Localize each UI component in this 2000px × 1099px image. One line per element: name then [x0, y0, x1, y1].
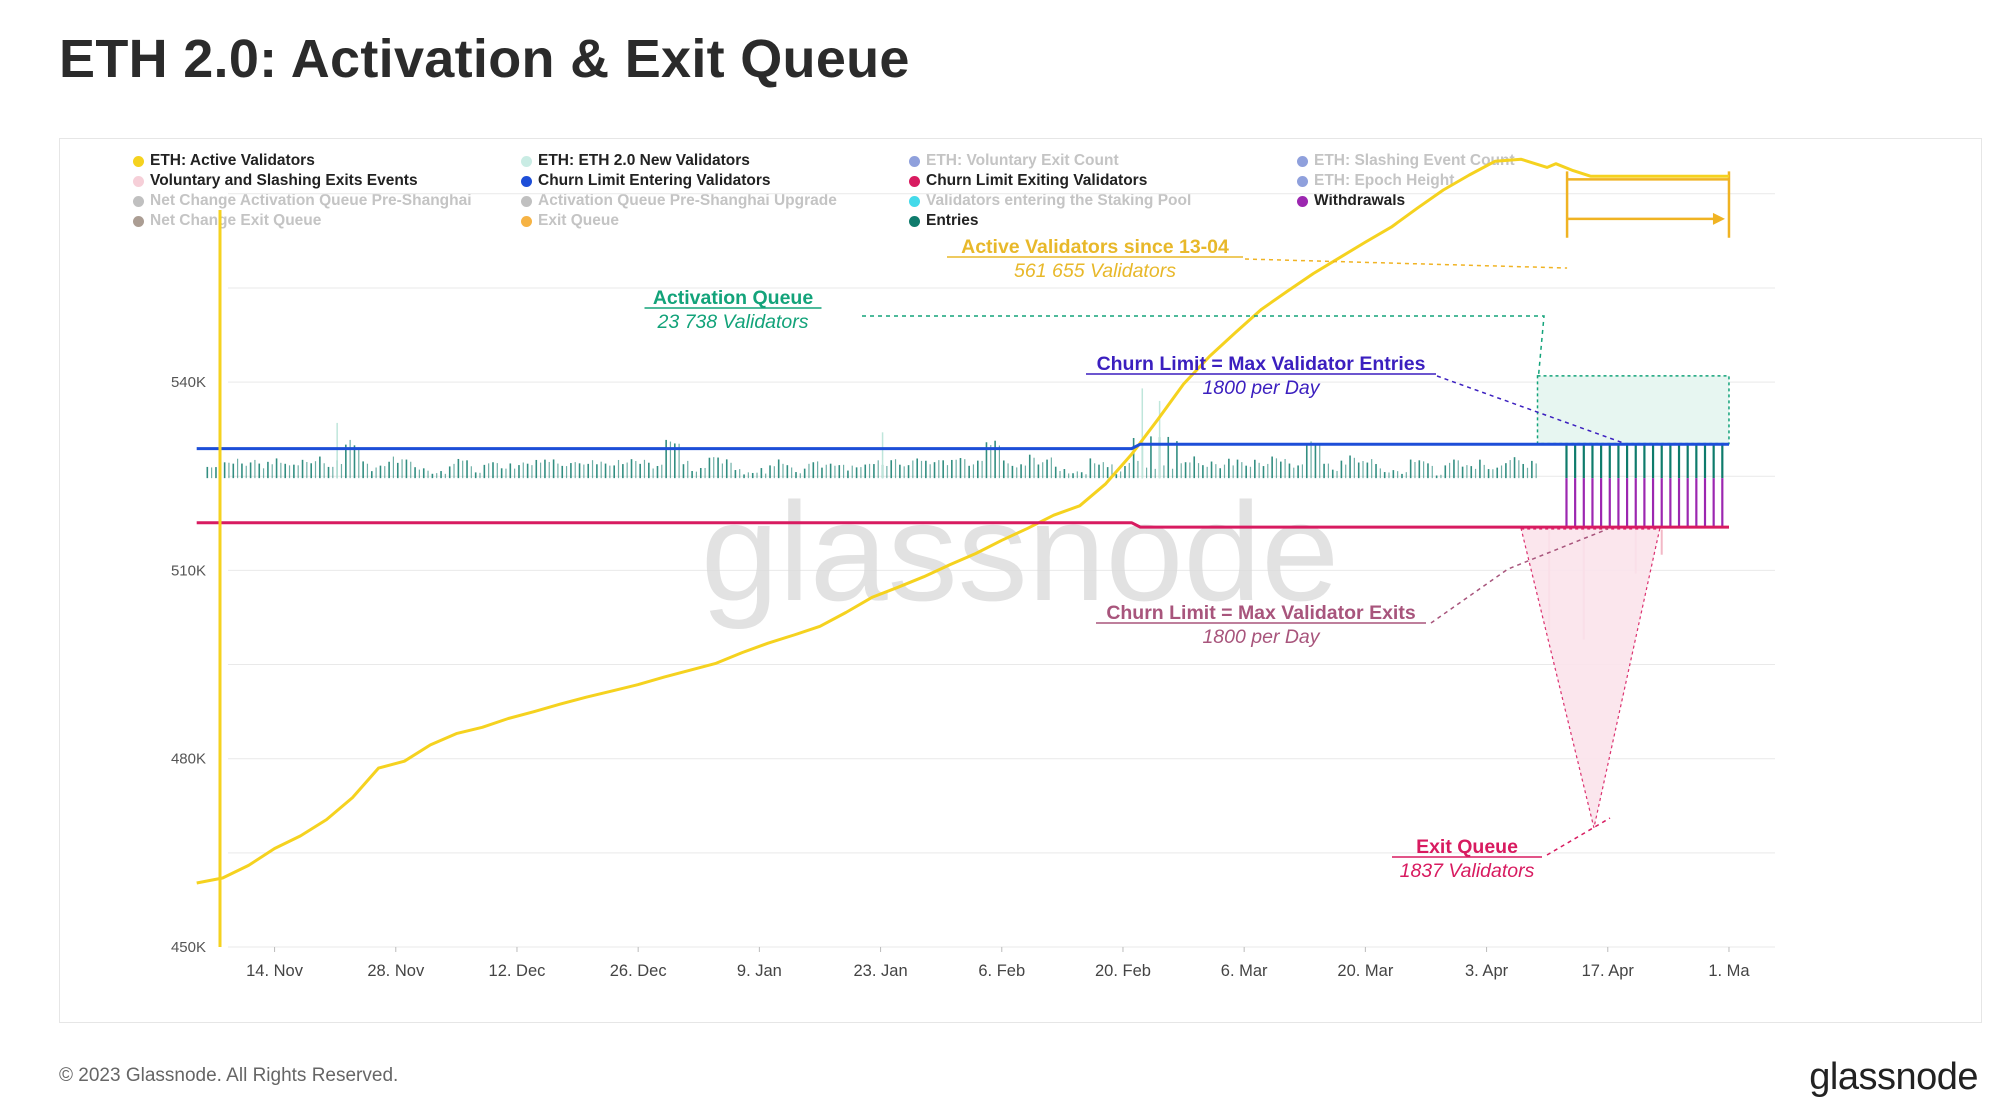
legend-item[interactable]: ETH: Voluntary Exit Count — [909, 152, 1119, 170]
annotation-shapes — [1520, 171, 1731, 828]
legend-label: Voluntary and Slashing Exits Events — [150, 172, 418, 189]
entries-bars — [206, 388, 1724, 479]
legend-swatch-icon — [521, 175, 532, 187]
legend-label: Churn Limit Entering Validators — [538, 172, 771, 189]
chart-legend: ETH: Active Validators ETH: ETH 2.0 New V… — [133, 152, 1553, 242]
legend-swatch-icon — [1297, 195, 1308, 207]
legend-swatch-icon — [909, 195, 920, 207]
legend-swatch-icon — [133, 195, 144, 207]
y-tick-label: 450K — [171, 939, 206, 956]
arrow-right-icon — [1712, 212, 1725, 225]
legend-swatch-icon — [521, 215, 532, 227]
activation-queue-box — [1536, 375, 1730, 445]
legend-swatch-icon — [521, 155, 532, 167]
legend-label: Exit Queue — [538, 212, 619, 229]
legend-label: ETH: Epoch Height — [1314, 172, 1455, 189]
churn-exits-label-subtitle: 1800 per Day — [1202, 626, 1320, 648]
leader-churn-entries — [1436, 375, 1626, 445]
legend-swatch-icon — [1297, 155, 1308, 167]
x-tick-label: 23. Jan — [854, 962, 908, 980]
leader-activation-queue — [862, 315, 1545, 376]
x-tick-label: 9. Jan — [737, 962, 782, 980]
series-line — [196, 521, 1729, 529]
leader-active-validators — [1244, 258, 1568, 269]
legend-item[interactable]: Churn Limit Exiting Validators — [909, 172, 1147, 190]
series-line — [196, 442, 1729, 451]
churn-exits-label-title: Churn Limit = Max Validator Exits — [1106, 602, 1416, 624]
legend-item[interactable]: Churn Limit Entering Validators — [521, 172, 771, 190]
legend-item[interactable]: ETH: ETH 2.0 New Validators — [521, 152, 750, 170]
y-tick-label: 510K — [171, 562, 206, 579]
y-axis-ticks: 450K 480K 510K 540K — [171, 374, 206, 956]
active-validators-label-subtitle: 561 655 Validators — [1014, 260, 1176, 282]
x-tick-label: 28. Nov — [367, 962, 425, 980]
y-tick-label: 540K — [171, 374, 206, 391]
series-line — [196, 157, 1729, 885]
legend-swatch-icon — [521, 195, 532, 207]
x-tick-label: 14. Nov — [246, 962, 304, 980]
legend-item[interactable]: Entries — [909, 212, 979, 230]
exit-queue-label-title: Exit Queue — [1416, 836, 1518, 858]
series-lines — [196, 157, 1729, 947]
glassnode-logo: glassnode — [1809, 1056, 1978, 1098]
legend-label: Net Change Exit Queue — [150, 212, 322, 229]
x-tick-label: 3. Apr — [1465, 962, 1509, 980]
legend-item[interactable]: ETH: Epoch Height — [1297, 172, 1454, 190]
legend-item[interactable]: Withdrawals — [1297, 192, 1405, 210]
activation-queue-label-subtitle: 23 738 Validators — [656, 311, 808, 333]
legend-label: Entries — [926, 212, 979, 229]
legend-label: ETH: Slashing Event Count — [1314, 152, 1515, 169]
legend-swatch-icon — [133, 215, 144, 227]
legend-swatch-icon — [909, 215, 920, 227]
legend-label: ETH: Active Validators — [150, 152, 315, 169]
x-tick-label: 6. Feb — [978, 962, 1025, 980]
x-tick-label: 12. Dec — [489, 962, 546, 980]
legend-item[interactable]: Voluntary and Slashing Exits Events — [133, 172, 418, 190]
x-tick-label: 17. Apr — [1582, 962, 1635, 980]
copyright-notice: © 2023 Glassnode. All Rights Reserved. — [59, 1065, 399, 1086]
exit-queue-triangle — [1520, 528, 1661, 828]
legend-label: Net Change Activation Queue Pre-Shanghai — [150, 192, 472, 209]
legend-swatch-icon — [909, 155, 920, 167]
x-tick-label: 20. Feb — [1095, 962, 1151, 980]
leader-exit-queue — [1546, 817, 1611, 856]
legend-item[interactable]: ETH: Slashing Event Count — [1297, 152, 1515, 170]
churn-entries-label-title: Churn Limit = Max Validator Entries — [1097, 353, 1426, 375]
x-tick-label: 1. Ma — [1708, 962, 1750, 980]
page-title: ETH 2.0: Activation & Exit Queue — [59, 29, 910, 89]
legend-item[interactable]: Validators entering the Staking Pool — [909, 192, 1191, 210]
legend-swatch-icon — [1297, 175, 1308, 187]
legend-item[interactable]: Exit Queue — [521, 212, 619, 230]
legend-label: Churn Limit Exiting Validators — [926, 172, 1148, 189]
x-tick-label: 6. Mar — [1221, 962, 1268, 980]
legend-item[interactable]: Net Change Activation Queue Pre-Shanghai — [133, 192, 472, 210]
legend-item[interactable]: Net Change Exit Queue — [133, 212, 321, 230]
chart-frame — [59, 138, 1982, 1023]
glassnode-watermark: glassnode — [701, 473, 1339, 630]
legend-swatch-icon — [909, 175, 920, 187]
legend-label: Activation Queue Pre-Shanghai Upgrade — [538, 192, 837, 209]
legend-swatch-icon — [133, 175, 144, 187]
legend-label: Validators entering the Staking Pool — [926, 192, 1192, 209]
legend-swatch-icon — [133, 155, 144, 167]
x-axis-ticks: 14. Nov 28. Nov 12. Dec 26. Dec 9. Jan 23. Ja… — [246, 947, 1750, 980]
x-tick-label: 26. Dec — [610, 962, 667, 980]
churn-entries-label-subtitle: 1800 per Day — [1202, 377, 1320, 399]
exit-queue-label-subtitle: 1837 Validators — [1400, 860, 1535, 882]
activation-queue-label-title: Activation Queue — [653, 287, 814, 309]
active-validators-label-title: Active Validators since 13-04 — [961, 236, 1229, 258]
legend-item[interactable]: Activation Queue Pre-Shanghai Upgrade — [521, 192, 837, 210]
legend-label: ETH: ETH 2.0 New Validators — [538, 152, 750, 169]
legend-label: Withdrawals — [1314, 192, 1406, 209]
legend-item[interactable]: ETH: Active Validators — [133, 152, 315, 170]
y-tick-label: 480K — [171, 751, 206, 768]
x-tick-label: 20. Mar — [1337, 962, 1393, 980]
legend-label: ETH: Voluntary Exit Count — [926, 152, 1119, 169]
